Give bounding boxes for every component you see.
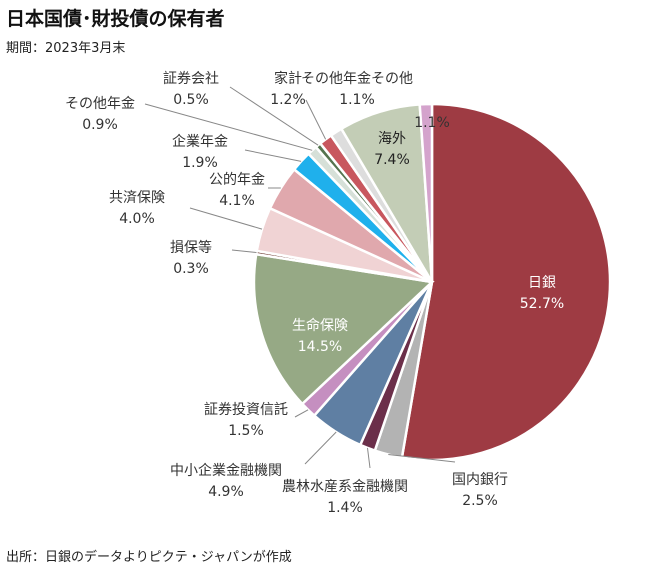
- leader-line: [367, 447, 371, 469]
- slice-name-label: 海外: [378, 131, 406, 147]
- leader-line: [294, 409, 309, 418]
- slice-value-label: 52.7%: [520, 296, 564, 312]
- source-note: 出所：日銀のデータよりピクテ・ジャパンが作成: [6, 550, 292, 565]
- pie-slice: [400, 102, 612, 462]
- slice-name-label: 中小企業金融機関: [170, 462, 282, 479]
- pie-slice: [418, 102, 434, 283]
- slice-value-label: 4.1%: [219, 193, 255, 209]
- slice-name-label: 証券投資信託: [204, 402, 288, 418]
- chart-subtitle: 期間：2023年3月末: [6, 41, 126, 56]
- leader-line: [305, 99, 327, 140]
- slice-name-label: 日銀: [528, 275, 556, 291]
- slice-name-label: その他年金: [65, 96, 135, 112]
- leader-line: [144, 103, 313, 151]
- leader-line: [244, 149, 302, 162]
- slice-name-label: 共済保険: [109, 190, 165, 206]
- slice-value-label: 4.0%: [119, 211, 155, 227]
- slice-name-label: 生命保険: [292, 317, 348, 334]
- slice-value-label: 0.5%: [173, 92, 209, 108]
- leader-line: [229, 86, 319, 146]
- leader-line: [388, 454, 456, 463]
- slice-value-label: 1.5%: [228, 423, 264, 439]
- slice-value-label: 1.1%: [339, 92, 375, 108]
- leader-line: [231, 249, 257, 253]
- slice-value-label: 1.9%: [182, 155, 218, 171]
- slice-name-label: 国内銀行: [452, 472, 508, 488]
- slice-value-label: 4.9%: [208, 484, 244, 500]
- slice-value-label: 1.2%: [270, 92, 306, 108]
- slice-value-label: 0.9%: [82, 117, 118, 133]
- slice-name-label: 公的年金: [209, 172, 265, 188]
- slice-name-label: 企業年金: [172, 133, 228, 150]
- slice-name-label: 農林水産系金融機関: [282, 479, 408, 495]
- slice-value-label: 14.5%: [298, 339, 342, 355]
- leader-line: [189, 207, 263, 230]
- slice-name-label: その他年金その他: [301, 71, 413, 87]
- pie-slice: [252, 252, 435, 406]
- slice-value-label: 0.3%: [173, 261, 209, 277]
- slice-name-label: 損保等: [170, 239, 212, 256]
- slice-name-label: 家計: [274, 70, 302, 87]
- leader-line: [304, 431, 337, 465]
- chart-title: 日本国債･財投債の保有者: [6, 8, 225, 30]
- slice-value-label: 7.4%: [374, 152, 410, 168]
- slice-name-label: 証券会社: [163, 71, 219, 87]
- slice-value-label: 1.1%: [414, 115, 450, 131]
- slice-value-label: 1.4%: [327, 500, 363, 516]
- slice-value-label: 2.5%: [462, 493, 498, 509]
